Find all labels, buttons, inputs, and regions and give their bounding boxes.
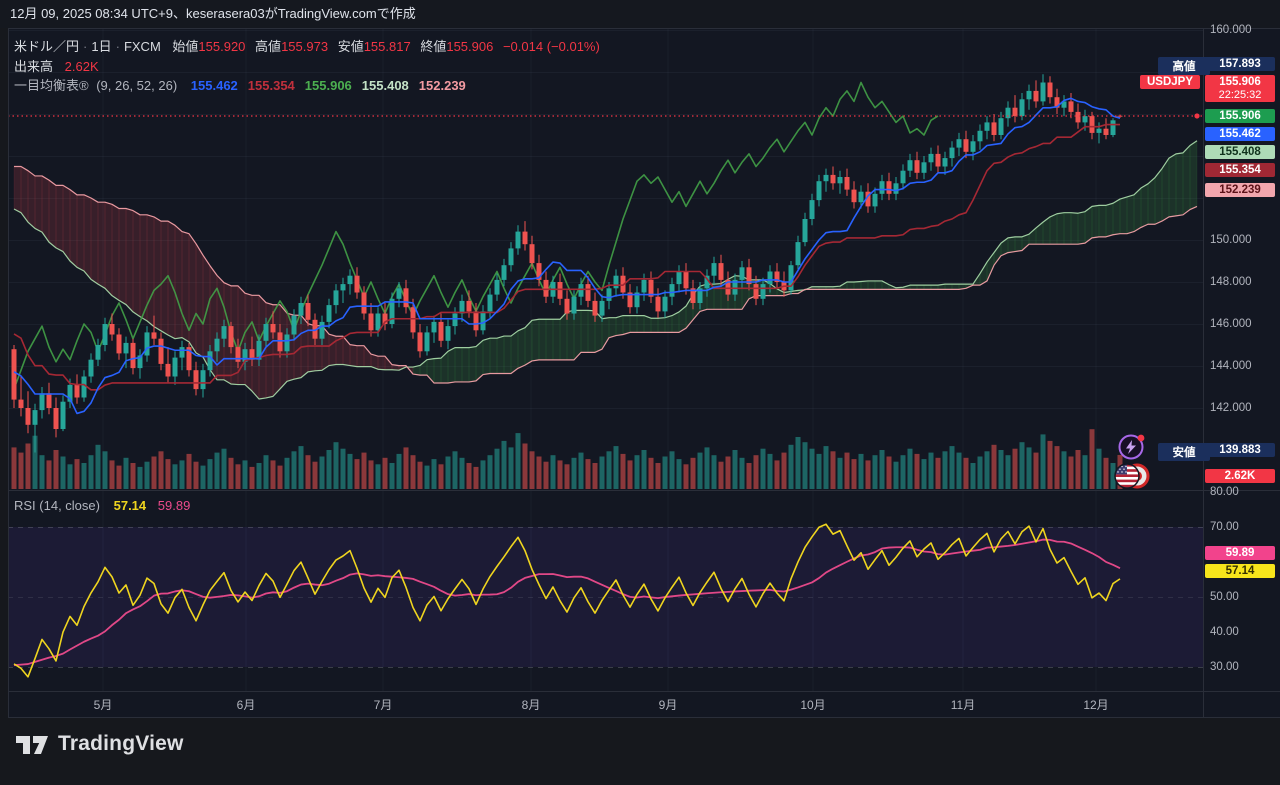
indicator-price-tag: 152.239 xyxy=(1205,183,1275,197)
high-watermark-tag: 高値 xyxy=(1158,57,1210,75)
price-axis-tick: 146.000 xyxy=(1210,318,1252,330)
usdjpy-pair-button[interactable] xyxy=(1114,462,1150,495)
symbol-name[interactable]: 米ドル／円 xyxy=(14,39,80,54)
rsi-axis-tick: 40.00 xyxy=(1210,626,1239,638)
chart-pane-background[interactable] xyxy=(8,28,1280,717)
rsi-axis-tick: 80.00 xyxy=(1210,486,1239,498)
indicator-price-tag: 155.462 xyxy=(1205,127,1275,141)
indicator-price-tag: 155.906 xyxy=(1205,109,1275,123)
change-value: −0.014 (−0.01%) xyxy=(502,39,600,54)
exchange-label[interactable]: FXCM xyxy=(123,39,161,54)
symbol-price-tag: USDJPY xyxy=(1140,75,1201,89)
indicator-price-tag: 155.408 xyxy=(1205,145,1275,159)
price-axis-tick: 150.000 xyxy=(1210,234,1252,246)
usdjpy-flags-icon xyxy=(1114,463,1150,489)
last-price-tag: 155.906 22:25:32 xyxy=(1205,75,1275,102)
symbol-legend-row[interactable]: 米ドル／円 · 1日 · FXCM 始値155.920 高値155.973 安値155.… xyxy=(14,36,600,55)
price-axis-tick: 160.000 xyxy=(1210,24,1252,36)
low-value: 155.817 xyxy=(363,39,411,54)
rsi-name[interactable]: RSI (14, close) xyxy=(14,498,100,513)
rsi-axis-tag: 57.14 xyxy=(1205,564,1275,578)
price-axis-tick: 148.000 xyxy=(1210,276,1252,288)
interval-label[interactable]: 1日 xyxy=(91,39,112,54)
time-axis-month-label: 10月 xyxy=(800,698,826,712)
volume-axis-tag: 2.62K xyxy=(1205,469,1275,483)
close-value: 155.906 xyxy=(446,39,494,54)
tradingview-logo-icon xyxy=(16,736,48,754)
flash-alert-button[interactable] xyxy=(1117,432,1147,467)
ichimoku-cloud xyxy=(13,140,1198,400)
ichimoku-legend-value: 152.239 xyxy=(418,78,466,93)
time-axis-month-label: 7月 xyxy=(373,698,393,712)
time-axis-month-label: 9月 xyxy=(658,698,678,712)
tradingview-logo[interactable]: TradingView xyxy=(14,729,184,759)
rsi-ma-value: 59.89 xyxy=(157,498,191,513)
ichimoku-legend-value: 155.408 xyxy=(361,78,409,93)
open-value: 155.920 xyxy=(198,39,246,54)
ichimoku-name[interactable]: 一目均衡表® xyxy=(14,78,89,93)
time-axis-month-label: 11月 xyxy=(950,698,976,712)
rsi-axis-tick: 50.00 xyxy=(1210,591,1239,603)
ichimoku-legend-value: 155.354 xyxy=(247,78,295,93)
ichimoku-legend-row[interactable]: 一目均衡表® (9, 26, 52, 26) 155.462 155.354 155… xyxy=(14,75,466,94)
candles xyxy=(11,74,1123,453)
ichimoku-legend-value: 155.906 xyxy=(304,78,352,93)
low-price-tag: 139.883 xyxy=(1205,443,1275,457)
ichimoku-params: (9, 26, 52, 26) xyxy=(96,78,178,93)
low-label: 安値 xyxy=(337,39,364,54)
high-price-tag: 157.893 xyxy=(1205,57,1275,71)
rsi-value: 57.14 xyxy=(113,498,147,513)
created-text: 12月 09, 2025 08:34 UTC+9、keserasera03がTr… xyxy=(10,6,416,21)
price-axis-tick: 142.000 xyxy=(1210,402,1252,414)
rsi-axis-tick: 30.00 xyxy=(1210,661,1239,673)
header-created-line: 12月 09, 2025 08:34 UTC+9、keserasera03がTr… xyxy=(0,0,1280,28)
high-label: 高値 xyxy=(255,39,282,54)
legend-separator: · xyxy=(115,39,120,54)
volume-bars xyxy=(11,429,1123,489)
lightning-icon xyxy=(1118,434,1145,460)
close-label: 終値 xyxy=(420,39,447,54)
time-axis-month-label: 5月 xyxy=(93,698,113,712)
indicator-price-tag: 155.354 xyxy=(1205,163,1275,177)
rsi-axis-tick: 70.00 xyxy=(1210,521,1239,533)
ichimoku-values: 155.462 155.354 155.906 155.408 152.239 xyxy=(181,78,466,93)
volume-legend-row[interactable]: 出来高 2.62K xyxy=(14,56,99,75)
time-axis-month-label: 8月 xyxy=(521,698,541,712)
price-axis-tick: 144.000 xyxy=(1210,360,1252,372)
tradingview-logo-text: TradingView xyxy=(58,732,184,755)
rsi-axis-tag: 59.89 xyxy=(1205,546,1275,560)
time-axis-month-label: 12月 xyxy=(1083,698,1109,712)
low-watermark-tag: 安値 xyxy=(1158,443,1210,461)
legend-separator: · xyxy=(83,39,88,54)
rsi-legend-row[interactable]: RSI (14, close) 57.14 59.89 xyxy=(14,498,190,513)
high-value: 155.973 xyxy=(281,39,329,54)
ichimoku-legend-value: 155.462 xyxy=(190,78,238,93)
open-label: 始値 xyxy=(172,39,199,54)
volume-label: 出来高 xyxy=(14,59,54,74)
time-axis-month-label: 6月 xyxy=(236,698,256,712)
volume-value: 2.62K xyxy=(64,59,99,74)
